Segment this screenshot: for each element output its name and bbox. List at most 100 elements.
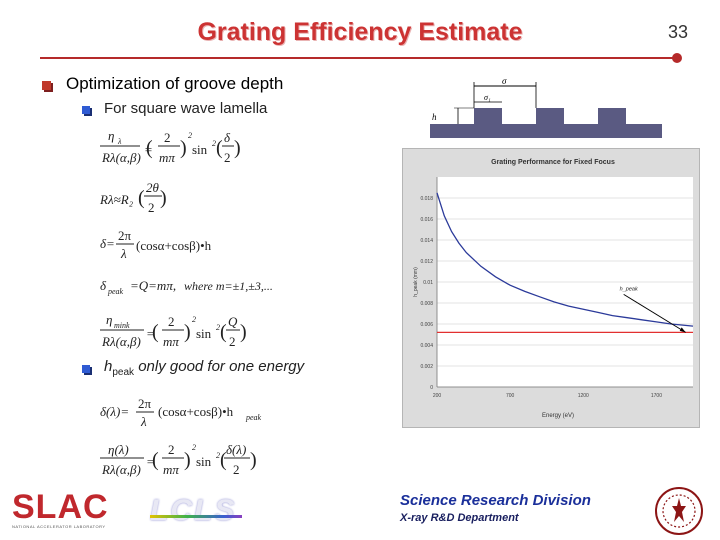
svg-text:2: 2 bbox=[216, 451, 220, 460]
hpeak-symbol: h bbox=[104, 358, 113, 375]
y-tick-label: 0.016 bbox=[420, 217, 433, 223]
svg-text:2: 2 bbox=[233, 462, 240, 477]
sub-bullet-square-wave: For square wave lamella bbox=[104, 100, 268, 117]
svg-text:2: 2 bbox=[229, 334, 236, 349]
annotation-arrowhead bbox=[679, 327, 686, 333]
eq-where-m: where m=±1,±3,... bbox=[184, 279, 273, 293]
x-axis-label: Energy (eV) bbox=[542, 413, 574, 419]
y-tick-label: 0.008 bbox=[420, 301, 433, 307]
y-tick-label: 0.006 bbox=[420, 322, 433, 328]
y-tick-label: 0.012 bbox=[420, 259, 433, 265]
svg-text:Q: Q bbox=[228, 314, 238, 329]
svg-text:δ: δ bbox=[224, 130, 231, 145]
grating-ridge bbox=[598, 108, 626, 124]
annotation-label: h_peak bbox=[620, 286, 638, 292]
y-tick-label: 0.004 bbox=[420, 343, 433, 349]
y-axis-label: h_peak (mm) bbox=[413, 267, 419, 297]
svg-text:η: η bbox=[108, 128, 114, 143]
svg-text:λ: λ bbox=[117, 137, 122, 146]
svg-text:): ) bbox=[180, 137, 187, 159]
svg-text:δ(λ)=: δ(λ)= bbox=[100, 404, 129, 419]
series-line-hpeak-curve bbox=[436, 192, 694, 327]
bullet-marker bbox=[42, 81, 51, 90]
svg-text:=: = bbox=[146, 326, 155, 341]
svg-text:sin: sin bbox=[196, 326, 212, 341]
svg-text:2: 2 bbox=[168, 442, 175, 457]
svg-text:2: 2 bbox=[224, 150, 231, 165]
y-tick-label: 0.002 bbox=[420, 364, 433, 370]
equations-block-2: δ(λ)= 2π λ (cosα+cosβ)•h peak η(λ) Rλ(α,β… bbox=[100, 396, 262, 477]
bullet-optimization: Optimization of groove depth bbox=[66, 74, 284, 93]
x-tick-label: 1700 bbox=[651, 393, 662, 399]
svg-text:2π: 2π bbox=[138, 396, 152, 411]
svg-text:2: 2 bbox=[216, 323, 220, 332]
slac-logo: SLAC NATIONAL ACCELERATOR LABORATORY bbox=[12, 490, 109, 529]
svg-text:δ=: δ= bbox=[100, 236, 115, 251]
x-tick-label: 700 bbox=[506, 393, 515, 399]
svg-text:=: = bbox=[144, 142, 153, 157]
hpeak-subscript: peak bbox=[112, 367, 135, 378]
y-tick-label: 0.01 bbox=[423, 280, 433, 286]
svg-text:Rλ≈R₂: Rλ≈R₂ bbox=[99, 192, 134, 207]
svg-text:(: ( bbox=[216, 137, 223, 159]
efficiency-chart: Grating Performance for Fixed Focus Ener… bbox=[413, 159, 694, 419]
svg-text:δ(λ): δ(λ) bbox=[226, 442, 246, 457]
svg-text:Rλ(α,β): Rλ(α,β) bbox=[101, 462, 141, 477]
lcls-logo: LCLS bbox=[150, 494, 237, 527]
stanford-seal-icon bbox=[655, 487, 703, 535]
chart-frame: Grating Performance for Fixed Focus Ener… bbox=[402, 148, 700, 428]
x-tick-label: 200 bbox=[433, 393, 442, 399]
svg-text:2: 2 bbox=[168, 314, 175, 329]
svg-text:): ) bbox=[184, 449, 191, 471]
svg-text:2: 2 bbox=[192, 315, 196, 324]
hpeak-text: only good for one energy bbox=[134, 358, 305, 375]
svg-text:): ) bbox=[250, 449, 257, 471]
sub-bullet-marker bbox=[82, 106, 90, 114]
sub-bullet-hpeak: hpeak only good for one energy bbox=[104, 358, 304, 378]
title-rule-dot bbox=[672, 53, 682, 63]
grating-profile-diagram: σ σ₁ h bbox=[430, 76, 662, 138]
svg-text:2: 2 bbox=[212, 139, 216, 148]
svg-text:Rλ(α,β): Rλ(α,β) bbox=[101, 334, 141, 349]
svg-text:mπ: mπ bbox=[163, 462, 179, 477]
svg-text:(: ( bbox=[138, 187, 145, 209]
svg-text:λ: λ bbox=[120, 246, 127, 261]
grating-ridge bbox=[474, 108, 502, 124]
svg-text:(cosα+cosβ)•h: (cosα+cosβ)•h bbox=[136, 238, 212, 253]
svg-text:(: ( bbox=[220, 449, 227, 471]
svg-text:mπ: mπ bbox=[163, 334, 179, 349]
annotation-arrow bbox=[623, 294, 686, 333]
y-tick-label: 0 bbox=[430, 385, 433, 391]
svg-text:peak: peak bbox=[245, 413, 262, 422]
svg-text:2: 2 bbox=[192, 443, 196, 452]
slide-number: 33 bbox=[667, 22, 688, 42]
svg-text:2θ: 2θ bbox=[146, 180, 160, 195]
svg-text:): ) bbox=[234, 137, 241, 159]
footer-division: Science Research Division bbox=[400, 492, 591, 509]
svg-text:(: ( bbox=[152, 449, 159, 471]
svg-text:2π: 2π bbox=[118, 228, 132, 243]
svg-text:Rλ(α,β): Rλ(α,β) bbox=[101, 150, 141, 165]
svg-text:(cosα+cosβ)•h: (cosα+cosβ)•h bbox=[158, 404, 234, 419]
svg-text:2: 2 bbox=[188, 131, 192, 140]
svg-text:δ: δ bbox=[100, 278, 107, 293]
svg-text:): ) bbox=[240, 321, 247, 343]
sub-bullet-marker-2 bbox=[82, 365, 90, 373]
svg-text:(: ( bbox=[220, 321, 227, 343]
sigma1-label: σ₁ bbox=[484, 93, 491, 102]
footer-department: X-ray R&D Department bbox=[400, 512, 519, 524]
svg-text:η(λ): η(λ) bbox=[108, 442, 129, 457]
lcls-logo-beam bbox=[150, 515, 242, 518]
svg-text:2: 2 bbox=[164, 130, 171, 145]
svg-text:(: ( bbox=[146, 137, 153, 159]
svg-text:): ) bbox=[160, 187, 167, 209]
svg-text:): ) bbox=[184, 321, 191, 343]
svg-text:2: 2 bbox=[148, 200, 155, 215]
slac-logo-text: SLAC bbox=[12, 488, 109, 526]
x-tick-label: 1200 bbox=[578, 393, 589, 399]
chart-title: Grating Performance for Fixed Focus bbox=[491, 159, 615, 166]
grating-ridge bbox=[536, 108, 564, 124]
y-tick-label: 0.018 bbox=[420, 196, 433, 202]
svg-text:peak: peak bbox=[107, 287, 124, 296]
